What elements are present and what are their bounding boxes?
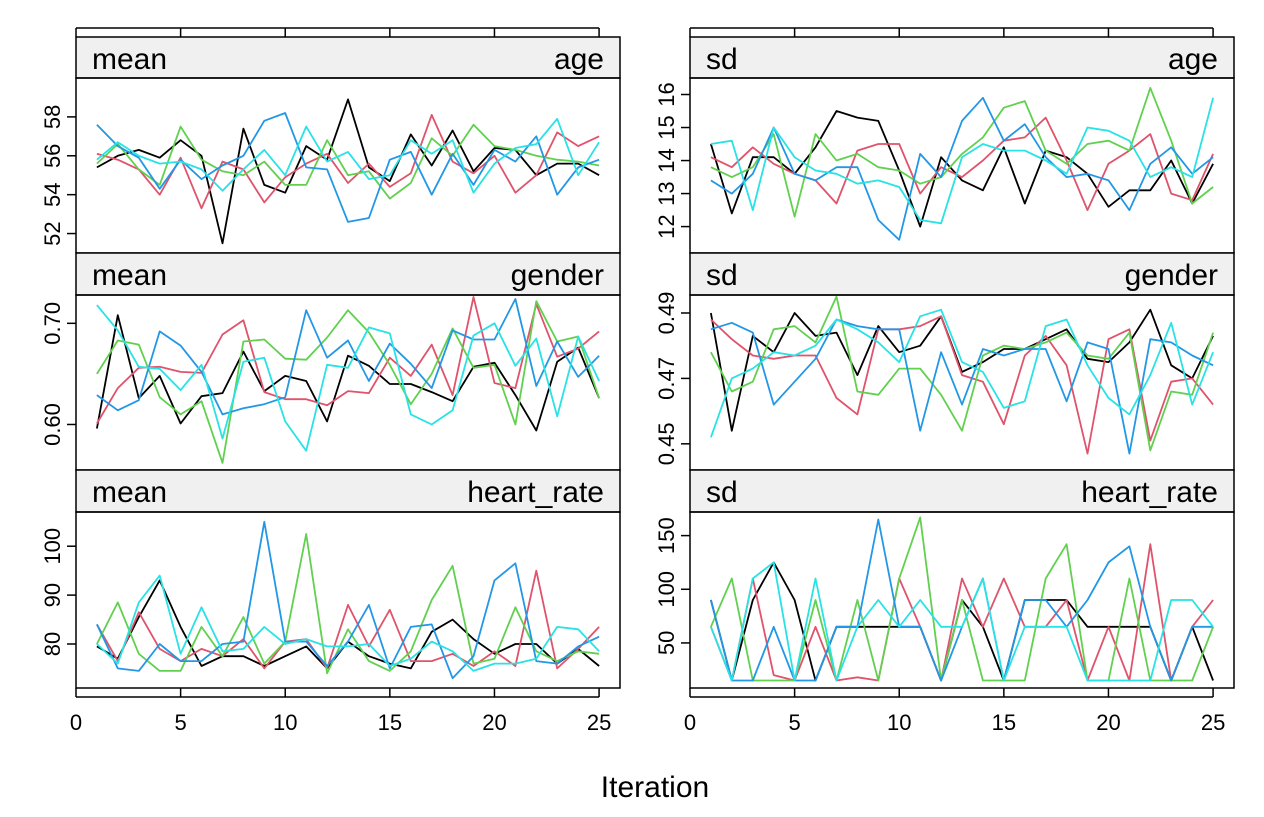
sd-age-panel-frame bbox=[689, 77, 1235, 254]
sd-heart-rate-panel-frame bbox=[689, 511, 1235, 689]
mean-age-y-tick-label: 58 bbox=[40, 105, 65, 129]
x-tick-label: 0 bbox=[684, 710, 696, 735]
mean-heart-rate-strip-variable: heart_rate bbox=[467, 476, 604, 509]
mean-age-panel-frame bbox=[75, 77, 621, 254]
mean-gender-strip-stat: mean bbox=[92, 259, 167, 292]
mean-gender-series-3-line bbox=[96, 300, 600, 464]
sd-gender-series-1-line bbox=[710, 308, 1214, 432]
mean-heart-rate-series-5-line bbox=[96, 574, 600, 672]
mean-gender-series-1-line bbox=[96, 314, 600, 432]
x-tick-label: 5 bbox=[788, 710, 800, 735]
x-tick-label: 10 bbox=[887, 710, 911, 735]
sd-gender-y-tick-label: 0.45 bbox=[654, 422, 679, 465]
sd-heart-rate-y-tick-label: 150 bbox=[654, 517, 679, 554]
mean-age-strip bbox=[75, 36, 621, 79]
x-tick-label: 15 bbox=[992, 710, 1016, 735]
sd-heart-rate-series-5-line bbox=[710, 561, 1214, 682]
sd-heart-rate-y-tick-label: 50 bbox=[654, 631, 679, 655]
sd-gender-series-5-line bbox=[710, 308, 1214, 438]
mean-age-strip-stat: mean bbox=[92, 43, 167, 76]
mean-heart-rate-series-3-line bbox=[96, 533, 600, 675]
mean-gender-y-tick-label: 0.60 bbox=[40, 403, 65, 446]
mean-gender-strip-variable: gender bbox=[511, 259, 604, 292]
mean-age-strip-variable: age bbox=[554, 43, 604, 76]
mean-heart-rate-strip bbox=[75, 469, 621, 513]
sd-age-y-tick-label: 14 bbox=[654, 148, 679, 172]
x-tick-label: 20 bbox=[1096, 710, 1120, 735]
sd-age-y-tick-label: 13 bbox=[654, 181, 679, 205]
sd-age-y-tick-label: 15 bbox=[654, 115, 679, 139]
sd-age-series-3-line bbox=[710, 87, 1214, 218]
mean-gender-series-4-line bbox=[96, 298, 600, 416]
mean-gender-strip bbox=[75, 252, 621, 296]
mean-heart-rate-y-tick-label: 90 bbox=[40, 583, 65, 607]
mean-gender-series-2-line bbox=[96, 296, 600, 424]
sd-gender-series-3-line bbox=[710, 295, 1214, 452]
sd-age-y-tick-label: 12 bbox=[654, 214, 679, 238]
sd-gender-strip-stat: sd bbox=[706, 259, 738, 292]
sd-gender-y-tick-label: 0.47 bbox=[654, 357, 679, 400]
sd-gender-strip bbox=[689, 252, 1235, 296]
mean-age-series-4-line bbox=[96, 112, 600, 223]
mean-heart-rate-y-tick-label: 100 bbox=[40, 528, 65, 565]
sd-gender-y-tick-label: 0.49 bbox=[654, 292, 679, 335]
sd-age-strip bbox=[689, 36, 1235, 79]
mean-heart-rate-panel-frame bbox=[75, 511, 621, 689]
mean-age-y-tick-label: 52 bbox=[40, 221, 65, 245]
mean-gender-y-tick-label: 0.70 bbox=[40, 302, 65, 345]
x-tick-label: 20 bbox=[482, 710, 506, 735]
mean-heart-rate-y-tick-label: 80 bbox=[40, 632, 65, 656]
mean-age-series-2-line bbox=[96, 114, 600, 210]
mean-gender-series-5-line bbox=[96, 304, 600, 452]
sd-age-series-2-line bbox=[710, 116, 1214, 212]
sd-gender-strip-variable: gender bbox=[1125, 259, 1218, 292]
sd-heart-rate-strip-stat: sd bbox=[706, 476, 738, 509]
mean-age-y-tick-label: 54 bbox=[40, 182, 65, 206]
sd-age-strip-stat: sd bbox=[706, 43, 738, 76]
sd-age-series-5-line bbox=[710, 97, 1214, 225]
sd-gender-series-2-line bbox=[710, 315, 1214, 455]
sd-heart-rate-y-tick-label: 100 bbox=[654, 571, 679, 608]
x-tick-label: 10 bbox=[273, 710, 297, 735]
x-tick-label: 25 bbox=[587, 710, 611, 735]
sd-heart-rate-series-3-line bbox=[710, 516, 1214, 682]
mean-age-series-5-line bbox=[96, 117, 600, 194]
x-axis-label: Iteration bbox=[601, 771, 709, 804]
mean-heart-rate-strip-stat: mean bbox=[92, 476, 167, 509]
sd-age-strip-variable: age bbox=[1168, 43, 1218, 76]
mean-heart-rate-series-4-line bbox=[96, 520, 600, 680]
x-tick-label: 25 bbox=[1201, 710, 1225, 735]
x-tick-label: 5 bbox=[174, 710, 186, 735]
x-tick-label: 15 bbox=[378, 710, 402, 735]
sd-gender-series-4-line bbox=[710, 318, 1214, 455]
x-tick-label: 0 bbox=[70, 710, 82, 735]
mean-age-y-tick-label: 56 bbox=[40, 144, 65, 168]
sd-age-series-4-line bbox=[710, 96, 1214, 241]
mean-age-series-3-line bbox=[96, 123, 600, 200]
sd-heart-rate-strip bbox=[689, 469, 1235, 513]
sd-heart-rate-strip-variable: heart_rate bbox=[1081, 476, 1218, 509]
sd-age-y-tick-label: 16 bbox=[654, 82, 679, 106]
